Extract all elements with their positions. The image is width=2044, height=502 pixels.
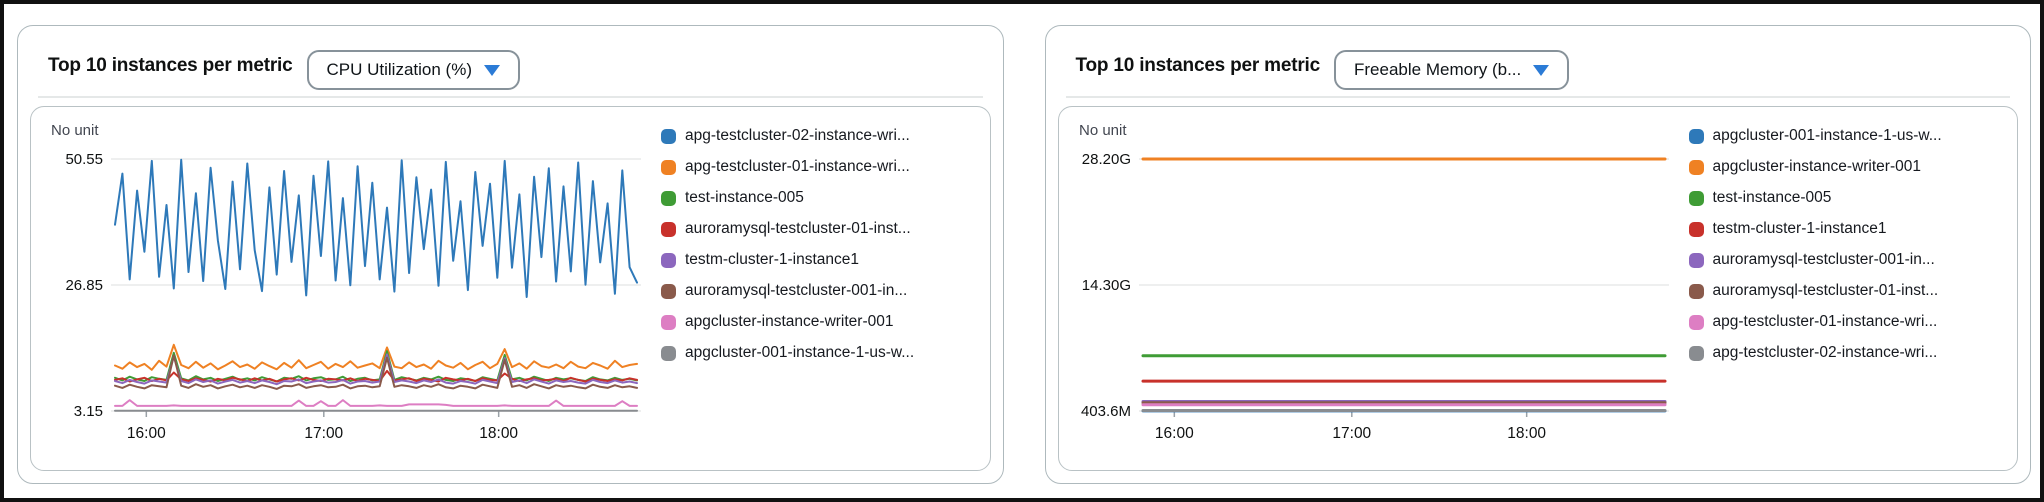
header-divider	[38, 96, 983, 98]
metric-dropdown[interactable]: Freeable Memory (b...	[1334, 50, 1570, 90]
x-tick-label: 18:00	[479, 425, 518, 442]
metric-dropdown-label: CPU Utilization (%)	[326, 60, 472, 79]
legend-item[interactable]: auroramysql-testcluster-001-in...	[1688, 251, 2006, 269]
x-tick-label: 16:00	[127, 425, 166, 442]
legend-item[interactable]: apgcluster-001-instance-1-us-w...	[661, 344, 978, 362]
chart-legend: apg-testcluster-02-instance-wri... apg-te…	[647, 119, 982, 462]
metric-dropdown[interactable]: CPU Utilization (%)	[306, 50, 520, 90]
series-line	[114, 354, 638, 390]
series-line	[114, 158, 638, 298]
legend-color-swatch	[1688, 345, 1704, 361]
x-tick-label: 17:00	[304, 425, 343, 442]
x-tick-label: 16:00	[1154, 425, 1193, 442]
legend-label: testm-cluster-1-instance1	[685, 251, 860, 268]
legend-color-swatch	[1688, 190, 1704, 206]
legend-item[interactable]: apg-testcluster-01-instance-wri...	[661, 158, 978, 176]
legend-label: apg-testcluster-01-instance-wri...	[1712, 313, 1938, 330]
metric-widget-memory: Top 10 instances per metric Freeable Mem…	[1044, 25, 2031, 484]
widget-header: Top 10 instances per metric Freeable Mem…	[1058, 38, 2019, 98]
chart-legend: apgcluster-001-instance-1-us-w... apgclus…	[1675, 119, 2010, 462]
legend-item[interactable]: test-instance-005	[661, 189, 978, 207]
chart-container: No unit 50.55 26.85 3.15 16:00 17:00 18:00 apg…	[30, 106, 991, 471]
legend-color-swatch	[661, 221, 676, 237]
y-tick-label: 3.15	[74, 403, 103, 420]
legend-label: apgcluster-instance-writer-001	[1712, 158, 1921, 175]
legend-label: apg-testcluster-01-instance-wri...	[685, 158, 910, 175]
legend-label: testm-cluster-1-instance1	[1712, 220, 1887, 237]
header-divider	[1065, 96, 2010, 98]
legend-color-swatch	[1688, 128, 1704, 144]
widget-header: Top 10 instances per metric CPU Utilizat…	[30, 38, 991, 98]
legend-label: apg-testcluster-02-instance-wri...	[685, 127, 910, 144]
chart-container: No unit 28.20G 14.30G 403.6M 16:00 17:00 18:00…	[1057, 106, 2018, 471]
chevron-down-icon	[484, 64, 500, 76]
legend-color-swatch	[661, 345, 676, 361]
widget-title: Top 10 instances per metric	[48, 55, 293, 76]
legend-color-swatch	[1688, 159, 1704, 175]
legend-label: apgcluster-instance-writer-001	[685, 313, 894, 330]
y-tick-label: 28.20G	[1081, 151, 1130, 168]
legend-color-swatch	[1688, 283, 1704, 299]
legend-label: auroramysql-testcluster-01-inst...	[685, 220, 911, 237]
y-tick-label: 50.55	[65, 151, 103, 168]
legend-color-swatch	[661, 283, 676, 299]
legend-item[interactable]: testm-cluster-1-instance1	[661, 251, 978, 269]
y-tick-label: 14.30G	[1081, 277, 1130, 294]
legend-color-swatch	[1688, 221, 1704, 237]
legend-label: test-instance-005	[1712, 189, 1832, 206]
legend-label: auroramysql-testcluster-001-in...	[685, 282, 908, 299]
legend-item[interactable]: apg-testcluster-02-instance-wri...	[661, 127, 978, 145]
line-chart-svg: No unit 28.20G 14.30G 403.6M 16:00 17:00 18:00	[1079, 122, 1669, 442]
y-tick-label: 403.6M	[1080, 403, 1130, 420]
metric-dropdown-label: Freeable Memory (b...	[1354, 60, 1522, 79]
unit-label: No unit	[51, 122, 99, 139]
legend-color-swatch	[661, 128, 676, 144]
chevron-down-icon	[1533, 64, 1550, 76]
legend-item[interactable]: auroramysql-testcluster-001-in...	[661, 282, 978, 300]
legend-label: apgcluster-001-instance-1-us-w...	[1712, 127, 1942, 144]
legend-color-swatch	[1688, 314, 1704, 330]
series-line	[114, 369, 638, 383]
legend-item[interactable]: auroramysql-testcluster-01-inst...	[661, 220, 978, 238]
metric-widget-cpu: Top 10 instances per metric CPU Utilizat…	[17, 25, 1004, 484]
legend-label: test-instance-005	[685, 189, 804, 206]
legend-label: auroramysql-testcluster-01-inst...	[1712, 282, 1939, 299]
legend-color-swatch	[661, 190, 676, 206]
series-line	[114, 399, 638, 407]
unit-label: No unit	[1079, 122, 1127, 139]
legend-color-swatch	[661, 314, 676, 330]
y-tick-label: 26.85	[65, 277, 103, 294]
series-line	[114, 353, 638, 386]
legend-color-swatch	[661, 252, 676, 268]
line-chart-svg: No unit 50.55 26.85 3.15 16:00 17:00 18:00	[51, 122, 641, 442]
series-line	[114, 343, 638, 371]
legend-item[interactable]: apgcluster-001-instance-1-us-w...	[1688, 127, 2006, 145]
x-tick-label: 17:00	[1332, 425, 1371, 442]
legend-label: auroramysql-testcluster-001-in...	[1712, 251, 1935, 268]
legend-item[interactable]: testm-cluster-1-instance1	[1688, 220, 2006, 238]
legend-item[interactable]: apg-testcluster-02-instance-wri...	[1688, 344, 2006, 362]
legend-item[interactable]: auroramysql-testcluster-01-inst...	[1688, 282, 2006, 300]
legend-item[interactable]: test-instance-005	[1688, 189, 2006, 207]
legend-item[interactable]: apg-testcluster-01-instance-wri...	[1688, 313, 2006, 331]
legend-label: apg-testcluster-02-instance-wri...	[1712, 344, 1938, 361]
legend-item[interactable]: apgcluster-instance-writer-001	[661, 313, 978, 331]
legend-color-swatch	[661, 159, 676, 175]
legend-label: apgcluster-001-instance-1-us-w...	[685, 344, 915, 361]
line-chart: No unit 50.55 26.85 3.15 16:00 17:00 18:00	[47, 119, 647, 462]
widget-title: Top 10 instances per metric	[1075, 55, 1321, 76]
x-tick-label: 18:00	[1507, 425, 1546, 442]
legend-color-swatch	[1688, 252, 1704, 268]
legend-item[interactable]: apgcluster-instance-writer-001	[1688, 158, 2006, 176]
line-chart: No unit 28.20G 14.30G 403.6M 16:00 17:00 18:00	[1075, 119, 1675, 462]
